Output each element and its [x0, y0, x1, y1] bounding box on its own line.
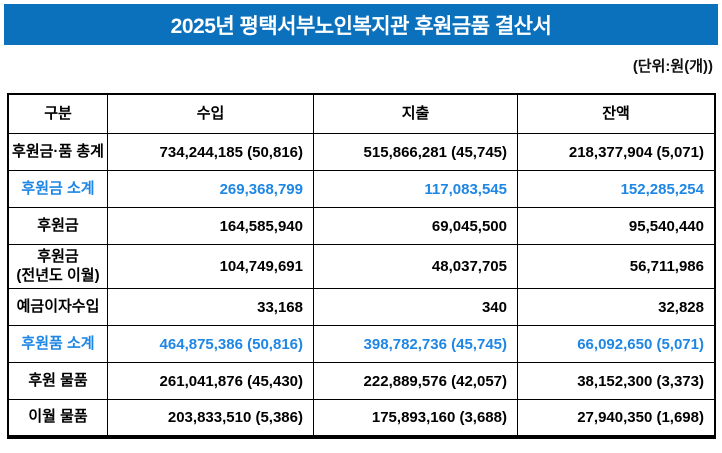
table-row-carryover-goods: 이월 물품 203,833,510 (5,386) 175,893,160 (3…	[9, 399, 714, 435]
table-row-donation: 후원금 164,585,940 69,045,500 95,540,440	[9, 207, 714, 244]
row-label-cell: 후원금	[37, 216, 79, 234]
income-cell: 104,749,691	[107, 245, 313, 288]
expense-cell: 175,893,160 (3,688)	[313, 400, 517, 435]
row-label-cell: 후원품 소계	[21, 334, 95, 352]
row-label-cell: 후원 물품	[28, 371, 88, 389]
table-row-donation-subtotal: 후원금 소계 269,368,799 117,083,545 152,285,2…	[9, 170, 714, 207]
balance-cell: 152,285,254	[517, 171, 714, 207]
income-cell: 734,244,185 (50,816)	[107, 134, 313, 170]
row-label-cell: 이월 물품	[28, 408, 88, 426]
balance-cell: 27,940,350 (1,698)	[517, 400, 714, 435]
expense-cell: 515,866,281 (45,745)	[313, 134, 517, 170]
expense-cell: 48,037,705	[313, 245, 517, 288]
expense-cell: 69,045,500	[313, 208, 517, 244]
balance-cell: 66,092,650 (5,071)	[517, 326, 714, 362]
page-title: 2025년 평택서부노인복지관 후원금품 결산서	[170, 14, 552, 38]
row-label-cell: 후원금·품 총계	[12, 142, 104, 160]
balance-cell: 56,711,986	[517, 245, 714, 288]
income-cell: 203,833,510 (5,386)	[107, 400, 313, 435]
income-cell: 164,585,940	[107, 208, 313, 244]
balance-cell: 38,152,300 (3,373)	[517, 363, 714, 399]
balance-cell: 218,377,904 (5,071)	[517, 134, 714, 170]
table-row-total: 후원금·품 총계 734,244,185 (50,816) 515,866,28…	[9, 133, 714, 170]
expense-cell: 398,782,736 (45,745)	[313, 326, 517, 362]
col-header-balance: 잔액	[517, 95, 714, 133]
table-header-row: 구분 수입 지출 잔액	[9, 95, 714, 133]
table-row-interest-income: 예금이자수입 33,168 340 32,828	[9, 288, 714, 325]
table-row-donation-carryover: 후원금 (전년도 이월) 104,749,691 48,037,705 56,7…	[9, 244, 714, 288]
income-cell: 261,041,876 (45,430)	[107, 363, 313, 399]
title-bar: 2025년 평택서부노인복지관 후원금품 결산서	[4, 4, 718, 45]
table-row-donated-goods: 후원 물품 261,041,876 (45,430) 222,889,576 (…	[9, 362, 714, 399]
income-cell: 33,168	[107, 289, 313, 325]
expense-cell: 340	[313, 289, 517, 325]
expense-cell: 117,083,545	[313, 171, 517, 207]
income-cell: 464,875,386 (50,816)	[107, 326, 313, 362]
row-label-cell: 예금이자수입	[16, 297, 100, 315]
col-header-income: 수입	[107, 95, 313, 133]
row-label-cell: 후원금 (전년도 이월)	[16, 247, 100, 284]
expense-cell: 222,889,576 (42,057)	[313, 363, 517, 399]
col-header-expense: 지출	[313, 95, 517, 133]
row-label-cell: 후원금 소계	[21, 179, 95, 197]
income-cell: 269,368,799	[107, 171, 313, 207]
col-header-category: 구분	[44, 104, 72, 122]
settlement-table: 구분 수입 지출 잔액 후원금·품 총계 734,244,185 (50,816…	[7, 93, 716, 439]
table-row-goods-subtotal: 후원품 소계 464,875,386 (50,816) 398,782,736 …	[9, 325, 714, 362]
balance-cell: 95,540,440	[517, 208, 714, 244]
unit-note: (단위:원(개))	[632, 58, 713, 75]
balance-cell: 32,828	[517, 289, 714, 325]
